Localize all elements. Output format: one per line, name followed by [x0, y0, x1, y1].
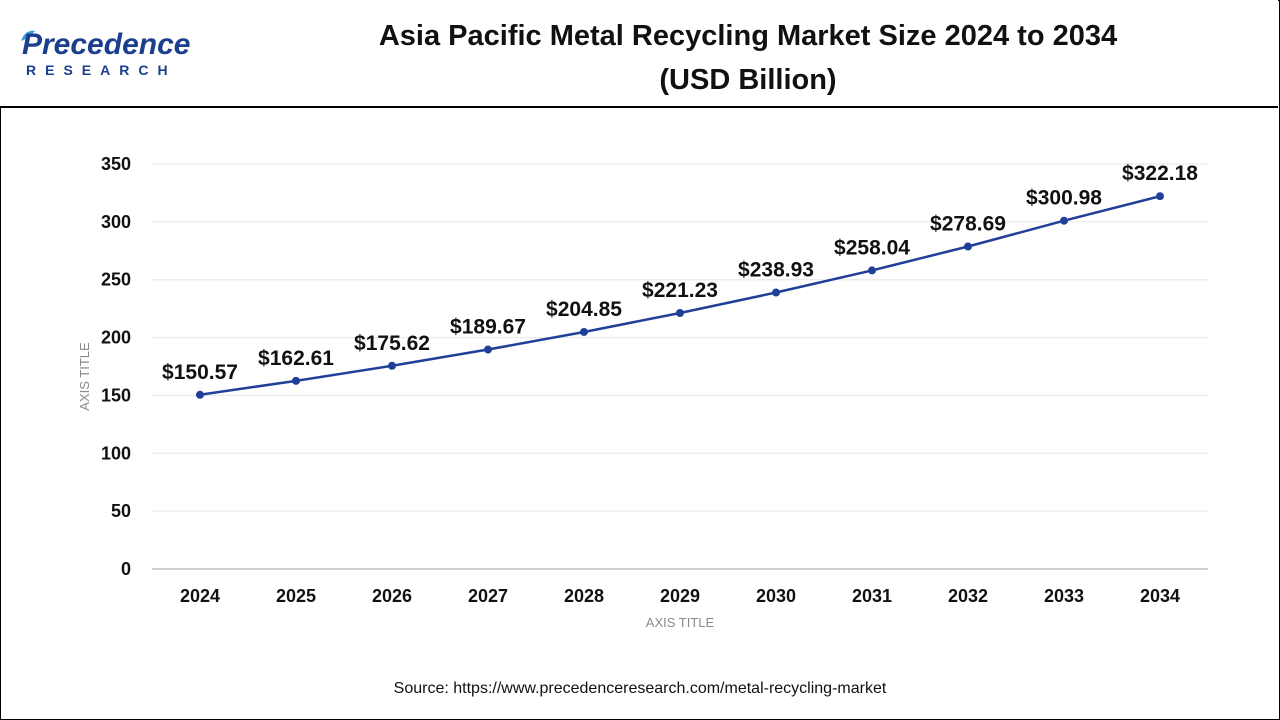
x-tick-label: 2025 — [276, 586, 316, 606]
x-axis-title: AXIS TITLE — [646, 615, 715, 630]
leaf-icon — [21, 30, 35, 41]
y-tick-label: 200 — [101, 328, 131, 348]
data-label: $204.85 — [546, 298, 622, 321]
chart-title: Asia Pacific Metal Recycling Market Size… — [300, 14, 1196, 102]
x-tick-label: 2027 — [468, 586, 508, 606]
data-point — [292, 376, 300, 385]
data-label: $258.04 — [834, 236, 910, 259]
chart-title-line-1: Asia Pacific Metal Recycling Market Size… — [378, 20, 1118, 52]
data-point — [580, 327, 588, 336]
data-point — [772, 288, 780, 297]
chart-title-line-2: (USD Billion) — [659, 64, 837, 96]
source-note: Source: https://www.precedenceresearch.c… — [393, 680, 887, 697]
y-tick-label: 100 — [101, 443, 131, 463]
brand-subtitle: RESEARCH — [26, 62, 177, 78]
data-point — [868, 266, 876, 275]
x-tick-label: 2030 — [756, 586, 796, 606]
data-point — [1156, 192, 1164, 201]
data-point — [196, 390, 204, 399]
x-tick-label: 2033 — [1044, 586, 1084, 606]
data-label: $221.23 — [642, 279, 718, 302]
y-tick-label: 350 — [101, 154, 131, 174]
data-label: $175.62 — [354, 332, 430, 355]
y-tick-label: 0 — [121, 559, 131, 579]
x-tick-label: 2024 — [180, 586, 220, 606]
data-point — [388, 361, 396, 370]
x-tick-label: 2029 — [660, 586, 700, 606]
brand-logo: Precedence RESEARCH — [21, 28, 212, 84]
line-chart: 0 50 100 150 200 250 300 350 2024 2025 2026 2027 202… — [77, 154, 1208, 630]
brand-name: Precedence — [22, 28, 191, 61]
x-tick-label: 2032 — [948, 586, 988, 606]
x-tick-label: 2028 — [564, 586, 604, 606]
x-tick-label: 2026 — [372, 586, 412, 606]
data-label: $322.18 — [1122, 162, 1198, 185]
data-label: $162.61 — [258, 347, 334, 370]
data-point — [676, 309, 684, 318]
y-tick-label: 250 — [101, 270, 131, 290]
y-axis-title: AXIS TITLE — [77, 342, 92, 411]
data-point — [484, 345, 492, 354]
x-tick-label: 2034 — [1140, 586, 1180, 606]
y-tick-label: 300 — [101, 212, 131, 232]
data-label: $238.93 — [738, 259, 814, 282]
data-label: $189.67 — [450, 316, 526, 339]
data-point — [964, 242, 972, 251]
data-label: $278.69 — [930, 213, 1006, 236]
y-tick-label: 50 — [111, 501, 131, 521]
x-tick-label: 2031 — [852, 586, 892, 606]
y-tick-label: 150 — [101, 385, 131, 405]
data-point — [1060, 216, 1068, 225]
chart-header: Precedence RESEARCH Asia Pacific Metal R… — [0, 0, 1278, 108]
data-label: $300.98 — [1026, 187, 1102, 210]
data-label: $150.57 — [162, 361, 238, 384]
